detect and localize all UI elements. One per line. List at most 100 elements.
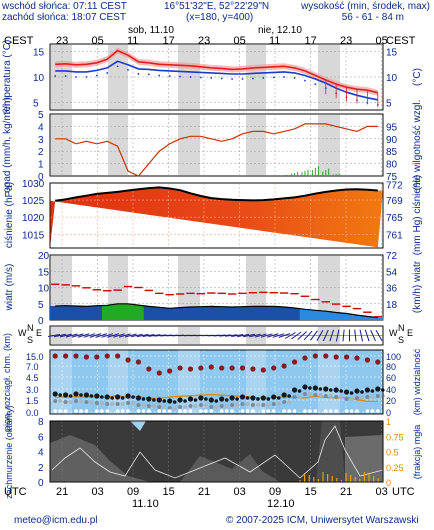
cloud-top-dot: [104, 353, 110, 359]
cloud-base-dot: [68, 394, 73, 398]
temp-ylabel-left: temperatura (°C): [2, 40, 13, 115]
wind-arrow: [359, 329, 364, 342]
cloud-base-dot: [266, 397, 271, 401]
dewpoint-dot: [252, 77, 254, 80]
pressure-tick-left: 1025: [22, 196, 45, 207]
cloud-top-dot: [375, 359, 381, 365]
sunset-text: zachód słońca: 18:07 CEST: [2, 12, 126, 23]
cloud-white-dot: [266, 409, 271, 413]
dewpoint-dot: [314, 83, 317, 86]
cloud-grey-dot: [359, 396, 364, 400]
dewpoint-dot: [199, 76, 202, 79]
cloud-white-dot: [224, 409, 229, 413]
wind-arrow: [107, 333, 119, 338]
cloud-grey-dot: [183, 405, 188, 409]
wind-arrow: [291, 331, 302, 340]
pressure-tick-left: 1020: [22, 213, 45, 224]
cloud-top-dot: [198, 365, 204, 371]
cloud-base-dot: [308, 386, 312, 390]
cloud-white-dot: [328, 409, 333, 413]
cloud-white-dot: [199, 409, 203, 413]
cloud-top-dot: [260, 367, 266, 373]
coords-text: 16°51'32"E, 52°22'29"N: [164, 1, 270, 12]
wind-bar: [310, 310, 321, 320]
precip-tick-left: 0: [38, 172, 44, 183]
cloud-top-dot: [364, 357, 370, 363]
humidity-tick-right: 95: [386, 122, 398, 133]
cloud-top-dot: [115, 353, 121, 359]
dewpoint-dot: [75, 76, 77, 78]
dewpoint-dot: [179, 75, 181, 78]
cloud-white-dot: [178, 409, 182, 413]
cloud-grey-dot: [151, 404, 156, 408]
wind-arrow: [77, 333, 90, 338]
dewpoint-dot: [95, 74, 98, 77]
cloud-base-dot: [291, 387, 298, 393]
top-hour-label: 11: [269, 35, 280, 47]
wind-bar: [133, 305, 144, 320]
cloud-base-dot: [235, 397, 239, 401]
night-shade: [178, 114, 200, 176]
wind-arrow: [272, 333, 285, 338]
cloud-grey-dot: [141, 403, 146, 407]
cloud-base-dot: [276, 396, 281, 400]
cloud-tick-left: 4.5: [26, 373, 39, 383]
cloud-grey-dot: [297, 395, 302, 399]
cloud-base-dot: [110, 396, 115, 400]
cloud-white-dot: [95, 409, 99, 413]
cloud-base-dot: [183, 399, 187, 403]
cloud-top-dot: [73, 353, 79, 359]
temp-tick-left: 15: [33, 48, 45, 59]
cloud-base-dot: [100, 395, 104, 399]
wind-bar: [362, 316, 373, 320]
cloud-base-dot: [58, 393, 63, 397]
fog-tick-right: 1: [386, 417, 391, 427]
dewpoint-dot: [147, 73, 150, 76]
top-hour-label: 23: [56, 35, 68, 47]
cloud-top-dot: [291, 359, 298, 365]
wind-bar: [174, 307, 186, 320]
cloud-base-dot: [135, 395, 142, 401]
bottom-hour-label: 09: [269, 486, 281, 498]
cloud-grey-dot: [53, 399, 58, 403]
pressure-tick-left: 1030: [22, 179, 45, 190]
wind-arrow: [254, 333, 267, 338]
wind-arrow: [248, 333, 261, 338]
cloudiness-border: [49, 420, 384, 483]
cloud-grey-dot: [198, 403, 203, 407]
wind-arrow: [113, 333, 125, 338]
cloud-base-dot: [172, 400, 177, 404]
cloud-white-dot: [303, 409, 307, 413]
wind-tick-left: 20: [38, 251, 50, 262]
bottom-hour-label: 09: [127, 486, 139, 498]
cloud-top-dot: [323, 353, 329, 359]
cloud-grey-dot: [162, 405, 167, 409]
cloud-grey-dot: [224, 404, 229, 408]
footer-email[interactable]: meteo@icm.edu.pl: [14, 515, 98, 526]
wind-bar: [226, 307, 238, 320]
vis-tick-right: 60: [386, 373, 396, 383]
bottom-hour-label: 03: [234, 486, 246, 498]
wind-arrow: [65, 333, 78, 338]
cloud-top-dot: [177, 365, 183, 371]
cloud-grey-dot: [219, 404, 224, 408]
dewpoint-dot: [54, 75, 57, 77]
precip-tick-left: 2: [38, 147, 44, 158]
night-shade: [50, 350, 72, 414]
cloud-panel-border: [49, 349, 384, 415]
cloud-base-dot: [94, 393, 100, 399]
wind-arrow: [219, 334, 232, 337]
cloud-base-dot: [120, 396, 125, 400]
cloud-grey-dot: [105, 402, 110, 406]
cloud-base-dot: [250, 395, 256, 401]
cloud-grey-dot: [245, 402, 250, 406]
height-values: 56 - 61 - 84 m: [341, 12, 404, 23]
cloud-top-dot: [250, 366, 256, 372]
cloud-layer: [345, 435, 383, 482]
cloud-base-dot: [343, 389, 350, 395]
wind-arrow: [284, 332, 296, 339]
bottom-hour-label: 21: [340, 486, 352, 498]
wind-arrow: [89, 333, 102, 338]
cloud-white-dot: [167, 409, 172, 413]
fog-tick-right: 0.25: [386, 463, 404, 473]
